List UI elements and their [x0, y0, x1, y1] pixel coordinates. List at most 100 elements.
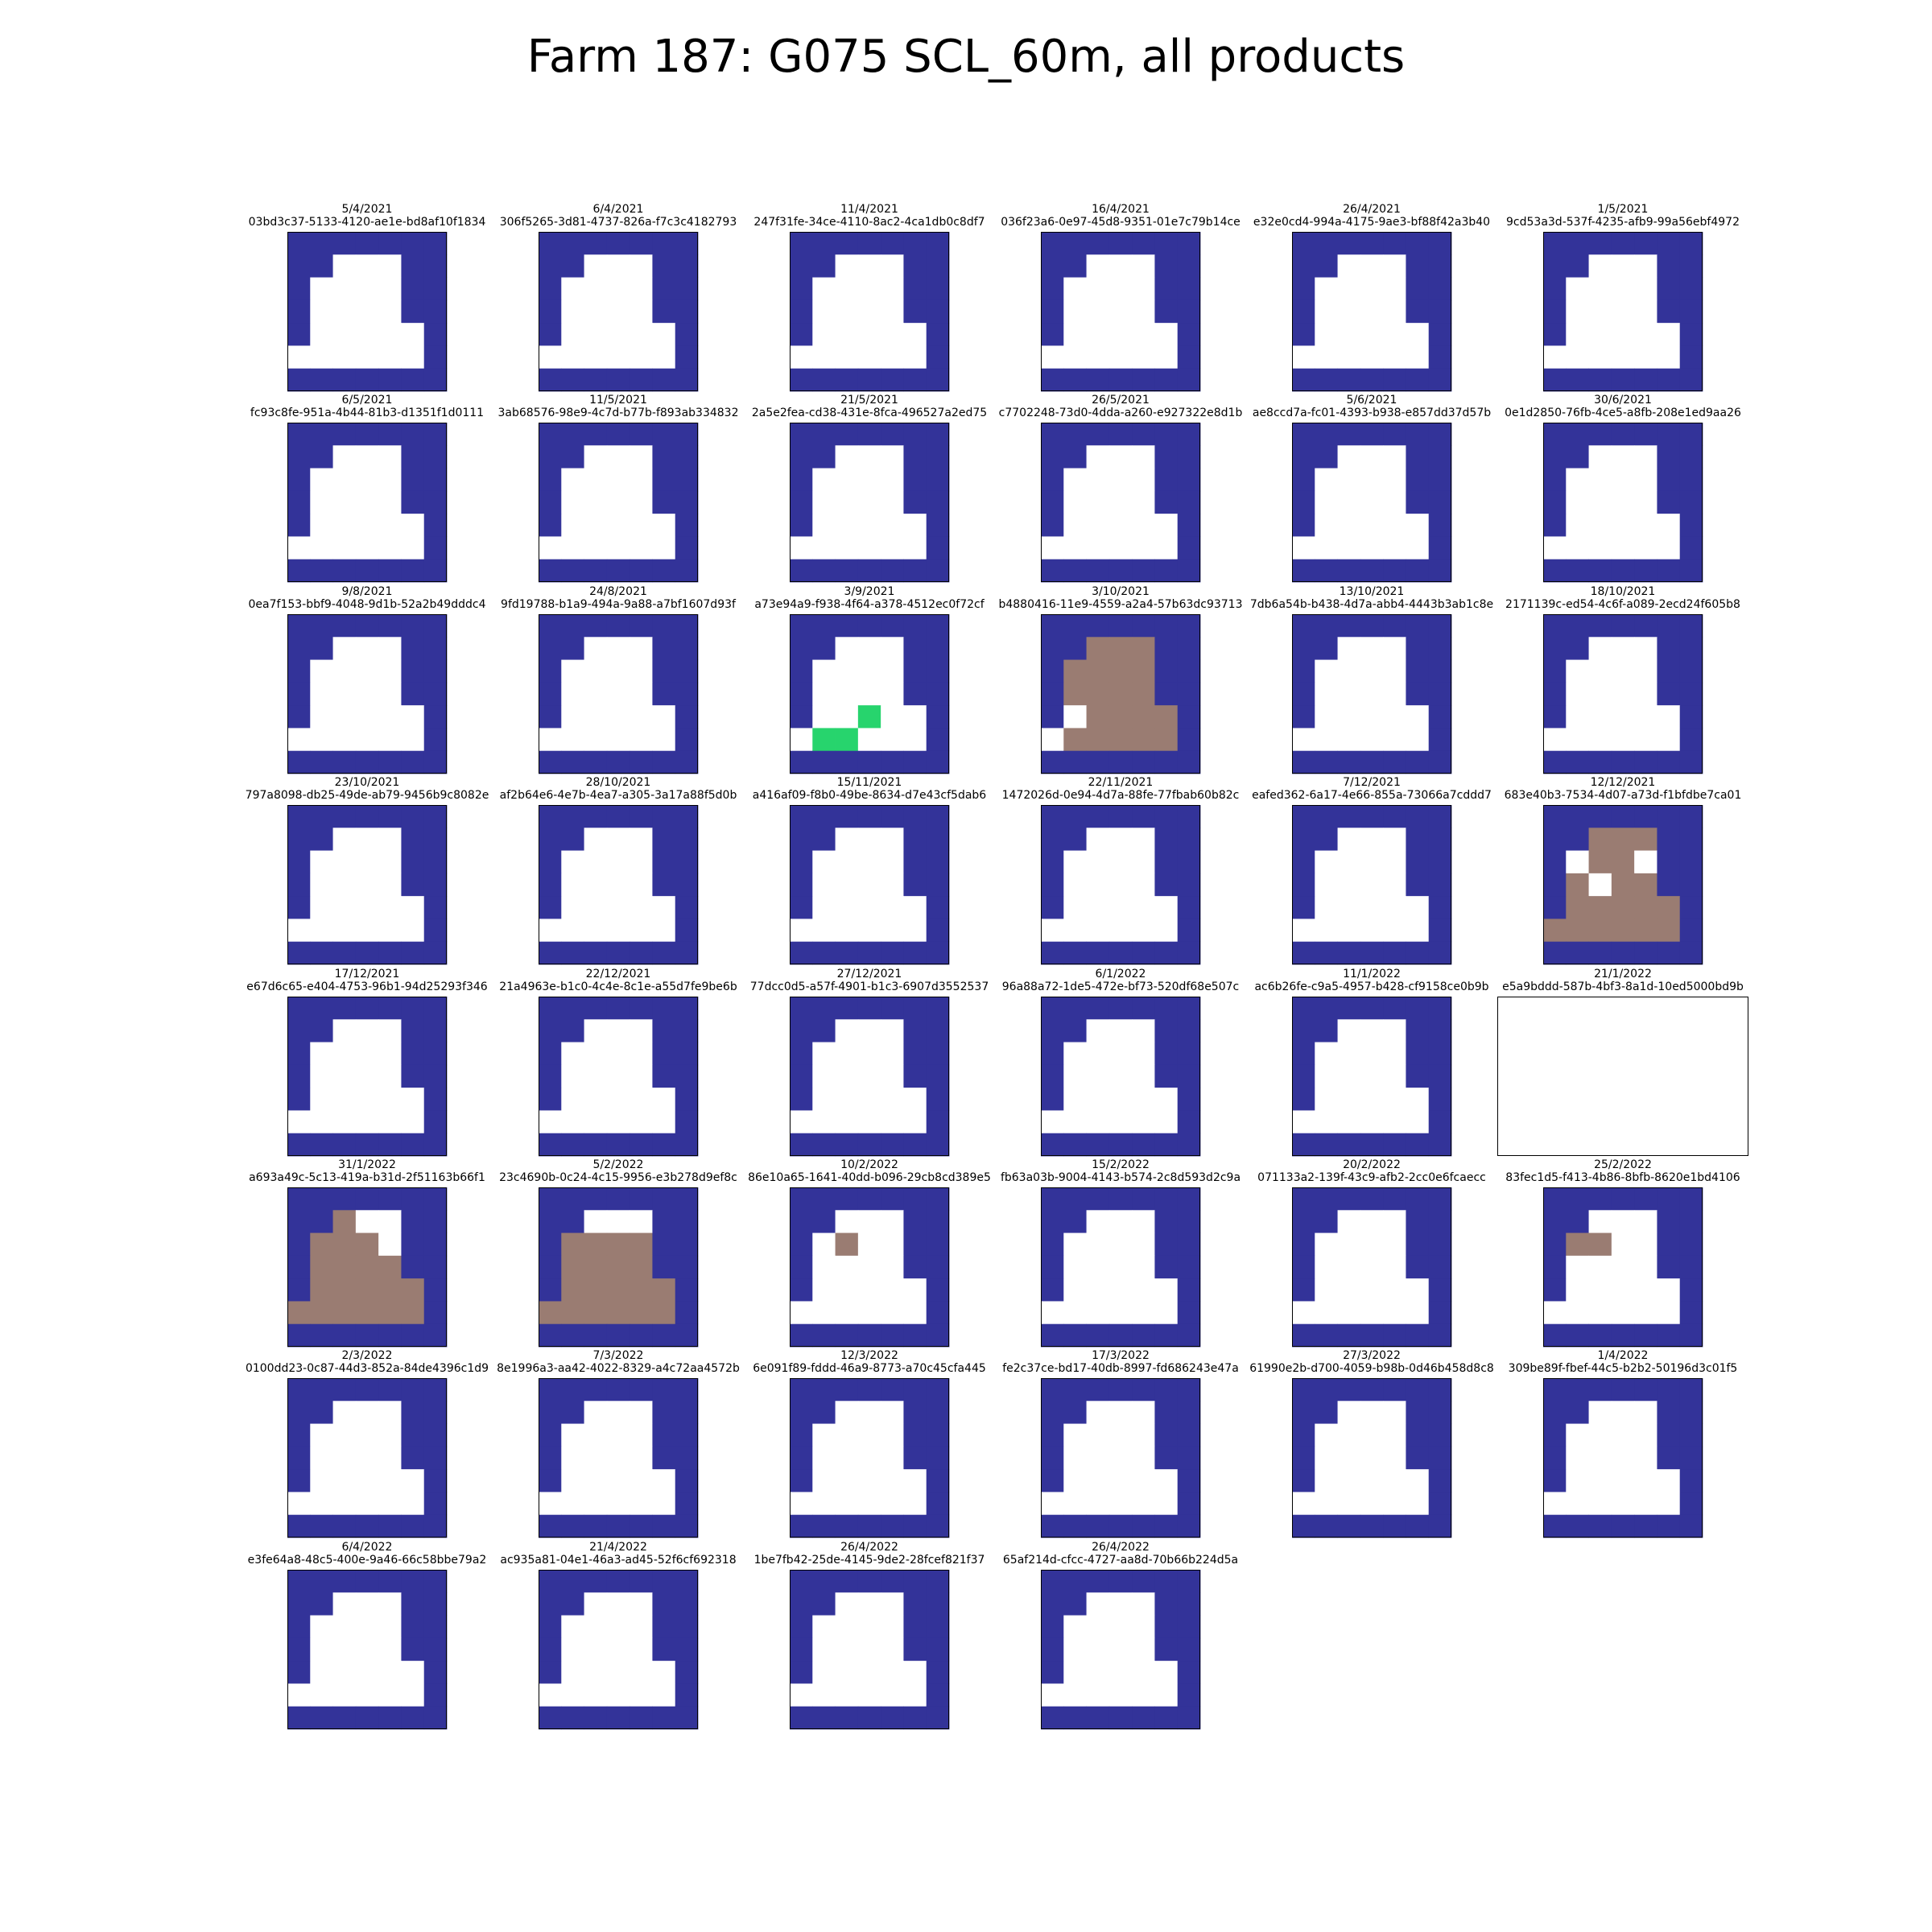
- pixel-cell: [812, 1133, 836, 1156]
- pixel-cell: [790, 1210, 813, 1233]
- pixel-cell: [1063, 232, 1087, 255]
- panel-image: [1246, 1187, 1497, 1348]
- pixel-cell: [1154, 728, 1179, 751]
- panel-38: 7/3/2022 8e1996a3-aa42-4022-8329-a4c72aa4…: [493, 1349, 744, 1538]
- pixel-cell: [835, 468, 859, 492]
- pixel-cell: [332, 559, 357, 583]
- pixel-cell: [1177, 1042, 1201, 1065]
- panel-image: [242, 805, 493, 965]
- pixel-cell: [881, 468, 904, 492]
- pixel-cell: [1337, 728, 1361, 751]
- pixel-cell: [1292, 1042, 1315, 1065]
- pixel-cell: [675, 1378, 699, 1402]
- pixel-cell: [584, 1492, 608, 1516]
- pixel-cell: [1041, 728, 1064, 751]
- pixel-cell: [1657, 368, 1681, 392]
- pixel-cell: [539, 559, 562, 583]
- pixel-cell: [1679, 254, 1703, 278]
- pixel-cell: [812, 873, 836, 897]
- pixel-cell: [881, 919, 904, 943]
- pixel-cell: [1406, 1301, 1430, 1325]
- pixel-cell: [1086, 1615, 1110, 1639]
- pixel-cell: [630, 850, 653, 874]
- pixel-cell: [401, 1210, 425, 1233]
- scl-map: [1543, 1378, 1703, 1538]
- pixel-cell: [287, 828, 311, 852]
- pixel-cell: [561, 1187, 584, 1211]
- pixel-cell: [926, 1323, 950, 1348]
- pixel-cell: [539, 1637, 562, 1662]
- pixel-cell: [1588, 941, 1612, 965]
- pixel-cell: [1315, 828, 1338, 852]
- pixel-cell: [606, 1133, 630, 1156]
- pixel-cell: [378, 1042, 402, 1065]
- pixel-cell: [1041, 1637, 1064, 1662]
- pixel-cell: [1177, 1187, 1201, 1211]
- pixel-cell: [1337, 1110, 1361, 1133]
- pixel-cell: [675, 536, 699, 560]
- pixel-cell: [790, 750, 813, 774]
- pixel-cell: [355, 1133, 379, 1156]
- panel-45: 26/4/2022 1be7fb42-25de-4145-9de2-28fcef8…: [744, 1541, 995, 1730]
- pixel-cell: [1543, 828, 1567, 852]
- pixel-cell: [1588, 445, 1612, 469]
- pixel-cell: [1543, 896, 1567, 920]
- panel-product-id: 0100dd23-0c87-44d3-852a-84de4396c1d9: [245, 1362, 489, 1376]
- pixel-cell: [1063, 1569, 1087, 1593]
- pixel-cell: [1657, 277, 1681, 301]
- pixel-cell: [1543, 659, 1567, 683]
- pixel-cell: [857, 345, 881, 369]
- pixel-cell: [1315, 423, 1338, 447]
- axes-frame: [1041, 423, 1200, 583]
- pixel-cell: [1566, 659, 1589, 683]
- pixel-cell: [630, 728, 653, 751]
- pixel-cell: [926, 368, 950, 392]
- pixel-cell: [881, 1492, 904, 1516]
- pixel-cell: [1337, 232, 1361, 255]
- panel-product-id: a73e94a9-f938-4f64-a378-4512ec0f72cf: [754, 597, 985, 611]
- pixel-cell: [1360, 1492, 1384, 1516]
- pixel-cell: [423, 1469, 448, 1493]
- pixel-cell: [606, 1210, 630, 1233]
- pixel-cell: [1177, 445, 1201, 469]
- pixel-cell: [1041, 491, 1064, 514]
- pixel-cell: [903, 1255, 927, 1279]
- pixel-cell: [1543, 750, 1567, 774]
- pixel-cell: [1657, 613, 1681, 638]
- pixel-cell: [584, 468, 608, 492]
- pixel-cell: [1132, 445, 1155, 469]
- pixel-cell: [287, 637, 311, 660]
- pixel-cell: [1154, 1278, 1179, 1302]
- pixel-cell: [332, 1133, 357, 1156]
- pixel-cell: [1063, 1492, 1087, 1516]
- pixel-cell: [881, 873, 904, 897]
- pixel-cell: [378, 491, 402, 514]
- pixel-cell: [1611, 659, 1635, 683]
- pixel-cell: [606, 1706, 630, 1730]
- pixel-cell: [287, 1087, 311, 1111]
- pixel-cell: [1611, 368, 1635, 392]
- pixel-cell: [561, 1323, 584, 1348]
- pixel-cell: [652, 1469, 676, 1493]
- pixel-cell: [1588, 704, 1612, 729]
- pixel-cell: [584, 873, 608, 897]
- pixel-cell: [630, 1569, 653, 1593]
- pixel-cell: [790, 1378, 813, 1402]
- axes-frame: [790, 1378, 949, 1538]
- pixel-cell: [1360, 850, 1384, 874]
- panel-image: [744, 1378, 995, 1538]
- pixel-cell: [1292, 536, 1315, 560]
- panel-product-id: 683e40b3-7534-4d07-a73d-f1bfdbe7ca01: [1504, 789, 1742, 803]
- pixel-cell: [1428, 704, 1452, 729]
- pixel-cell: [1566, 1210, 1589, 1233]
- pixel-cell: [378, 1683, 402, 1707]
- pixel-cell: [378, 514, 402, 538]
- pixel-cell: [1657, 828, 1681, 852]
- pixel-cell: [1315, 1018, 1338, 1042]
- pixel-cell: [355, 873, 379, 897]
- pixel-cell: [630, 323, 653, 346]
- pixel-cell: [1406, 637, 1430, 660]
- pixel-cell: [1154, 659, 1179, 683]
- pixel-cell: [1543, 232, 1567, 255]
- pixel-cell: [1679, 659, 1703, 683]
